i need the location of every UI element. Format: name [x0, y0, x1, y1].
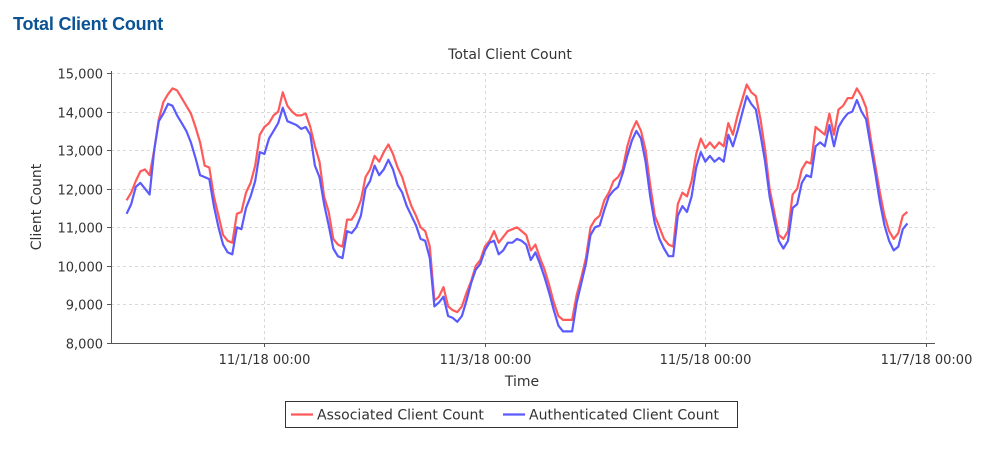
- legend-label-associated: Associated Client Count: [317, 408, 484, 424]
- series-line-authenticated: [125, 95, 909, 333]
- y-tick-label: 8,000: [66, 338, 103, 353]
- y-tick-label: 15,000: [58, 68, 104, 83]
- y-tick-label: 14,000: [58, 107, 104, 122]
- y-tick-label: 9,000: [66, 299, 103, 314]
- page-heading: Total Client Count: [13, 14, 164, 34]
- x-tick-label: 11/1/18 00:00: [219, 353, 311, 368]
- axes: [111, 71, 935, 344]
- grid: [111, 73, 935, 343]
- x-tick-label: 11/5/18 00:00: [660, 353, 752, 368]
- y-tick-label: 11,000: [58, 222, 104, 237]
- legend: Associated Client Count Authenticated Cl…: [285, 401, 738, 428]
- x-tick-label: 11/3/18 00:00: [440, 353, 532, 368]
- series-line-associated: [125, 83, 909, 321]
- x-axis-label: Time: [504, 374, 539, 390]
- series-lines: [125, 83, 909, 333]
- axis-ticks: 8,000 9,000 10,000 11,000 12,000 13,000 14,000…: [58, 68, 973, 369]
- y-tick-label: 12,000: [58, 184, 104, 199]
- y-tick-label: 10,000: [58, 261, 104, 276]
- x-tick-label: 11/7/18 00:00: [881, 353, 973, 368]
- y-tick-label: 13,000: [58, 145, 104, 160]
- y-axis-label: Client Count: [29, 163, 45, 250]
- legend-label-authenticated: Authenticated Client Count: [529, 408, 719, 424]
- chart-title: Total Client Count: [447, 47, 572, 63]
